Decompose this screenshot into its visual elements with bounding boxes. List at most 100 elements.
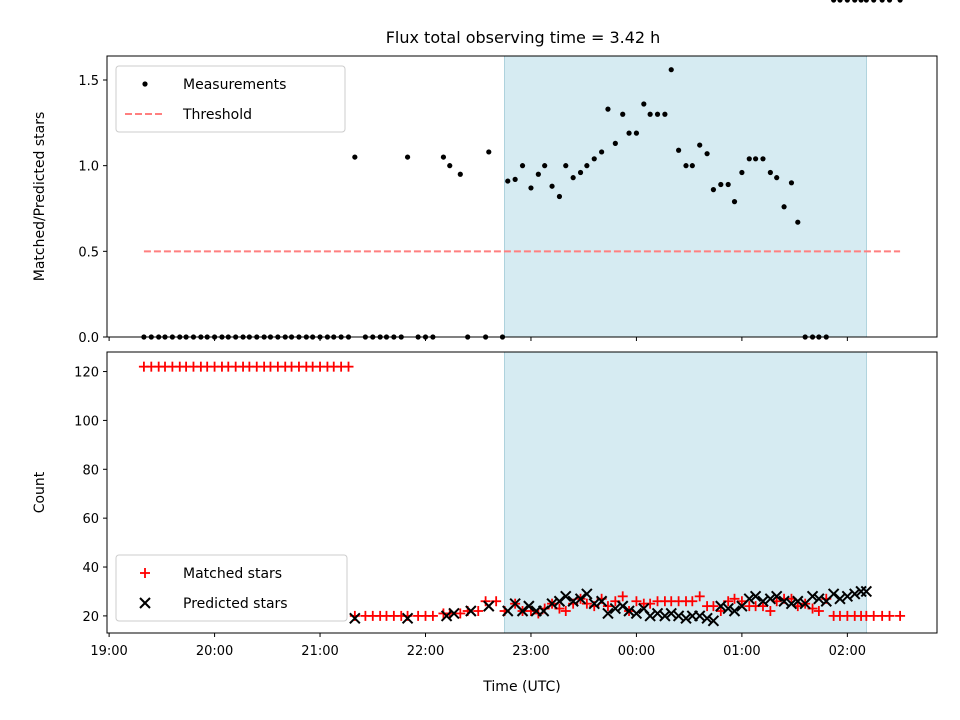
- legend-label: Threshold: [182, 107, 252, 123]
- predicted-stars-point: [630, 607, 643, 620]
- measurement-point: [549, 183, 555, 189]
- y-tick-label: 120: [74, 366, 99, 381]
- predicted-stars-point: [757, 595, 769, 607]
- measurement-point: [739, 169, 745, 176]
- x-tick-label: 21:00: [301, 644, 338, 659]
- x-stroke: [638, 602, 650, 615]
- measurement-point: [352, 154, 358, 160]
- predicted-stars-point: [546, 597, 558, 610]
- legend-marker-x: [139, 597, 151, 609]
- measurement-point: [654, 111, 661, 117]
- x-stroke: [553, 595, 566, 607]
- matched-stars-point: [455, 608, 466, 619]
- predicted-stars-point: [785, 597, 798, 610]
- predicted-stars-point: [465, 605, 477, 617]
- matched-stars-point: [895, 610, 906, 621]
- x-stroke: [602, 607, 614, 620]
- x-stroke: [707, 615, 720, 627]
- measurement-point: [662, 111, 668, 117]
- measurement-point: [584, 163, 590, 169]
- y-axis-label: Matched/Predicted stars: [32, 112, 48, 282]
- matched-stars-point: [480, 596, 491, 607]
- observing-window-span: [504, 351, 867, 634]
- predicted-stars-point: [778, 595, 790, 607]
- x-stroke: [860, 585, 873, 598]
- x-stroke: [693, 610, 706, 622]
- measurement-point: [612, 140, 618, 146]
- x-stroke: [749, 590, 762, 603]
- measurement-point: [781, 204, 787, 210]
- predicted-stars-point: [567, 595, 579, 607]
- y-tick-label: 20: [82, 610, 99, 625]
- x-stroke: [757, 595, 769, 607]
- predicted-stars-point: [574, 593, 587, 605]
- observing-window-span: [504, 55, 867, 338]
- matched-stars-point: [813, 606, 824, 617]
- measurement-point: [746, 156, 752, 162]
- predicted-stars-point: [749, 590, 762, 603]
- chart-title: Flux total observing time = 3.42 h: [386, 28, 661, 47]
- x-stroke: [806, 590, 819, 603]
- x-stroke: [574, 593, 587, 605]
- measurement-point: [697, 142, 703, 148]
- matched-stars-point: [687, 596, 698, 607]
- measurement-point: [605, 106, 611, 112]
- x-stroke: [764, 593, 777, 605]
- measurement-point: [753, 156, 759, 162]
- x-stroke: [778, 595, 790, 607]
- legend-marker-dot: [142, 81, 148, 87]
- matched-stars-point: [343, 361, 354, 372]
- matched-stars-point: [581, 598, 592, 609]
- x-stroke: [722, 602, 734, 615]
- predicted-stars-point: [701, 612, 713, 625]
- x-stroke: [623, 605, 635, 617]
- x-tick-label: 22:00: [407, 644, 444, 659]
- x-tick-label: 23:00: [512, 644, 549, 659]
- predicted-stars-point: [440, 610, 453, 622]
- measurement-point: [689, 163, 695, 169]
- predicted-stars-point: [806, 590, 819, 603]
- legend-label: Measurements: [183, 77, 286, 93]
- measurement-point: [620, 111, 626, 117]
- predicted-stars-point: [860, 585, 873, 598]
- measurement-point: [725, 181, 731, 188]
- matched-stars-point: [884, 610, 895, 621]
- measurement-point: [570, 175, 576, 181]
- axes-frame: [106, 351, 938, 634]
- measurement-point: [512, 176, 518, 182]
- x-tick-label: 20:00: [196, 644, 233, 659]
- predicted-stars-point: [523, 600, 535, 612]
- top-panel: 0.0 0.5 1.0 1.5 Matched/Predicted stars Measu…: [32, 0, 938, 346]
- x-stroke: [651, 607, 664, 620]
- predicted-stars-point: [623, 605, 635, 617]
- x-axis-label: Time (UTC): [482, 679, 560, 695]
- measurement-point: [556, 193, 563, 200]
- axes-frame: [106, 55, 938, 338]
- predicted-stars-point: [707, 615, 720, 627]
- y-axis-label: Count: [32, 471, 48, 513]
- measurement-point: [897, 0, 903, 3]
- matched-stars-point: [729, 593, 740, 604]
- predicted-stars-point: [595, 595, 608, 607]
- x-stroke: [792, 595, 804, 607]
- x-tick-label: 02:00: [829, 644, 866, 659]
- measurement-point: [852, 0, 858, 3]
- measurement-point: [542, 163, 548, 169]
- predicted-stars-point: [680, 612, 692, 625]
- measurement-point: [879, 0, 885, 3]
- measurement-point: [599, 149, 605, 155]
- x-stroke: [785, 597, 798, 610]
- measurement-point: [563, 163, 569, 169]
- x-stroke: [516, 605, 529, 617]
- predicted-stars-point: [722, 602, 734, 615]
- predicted-stars-point: [743, 593, 755, 605]
- measurement-point: [683, 163, 689, 169]
- predicted-stars-point: [770, 590, 783, 603]
- y-tick-label: 1.0: [78, 160, 99, 175]
- measurement-point: [457, 171, 463, 177]
- x-stroke: [401, 612, 414, 625]
- x-stroke: [465, 605, 477, 617]
- measurement-point: [788, 180, 795, 186]
- predicted-stars-point: [588, 597, 600, 610]
- measurement-point: [535, 171, 541, 177]
